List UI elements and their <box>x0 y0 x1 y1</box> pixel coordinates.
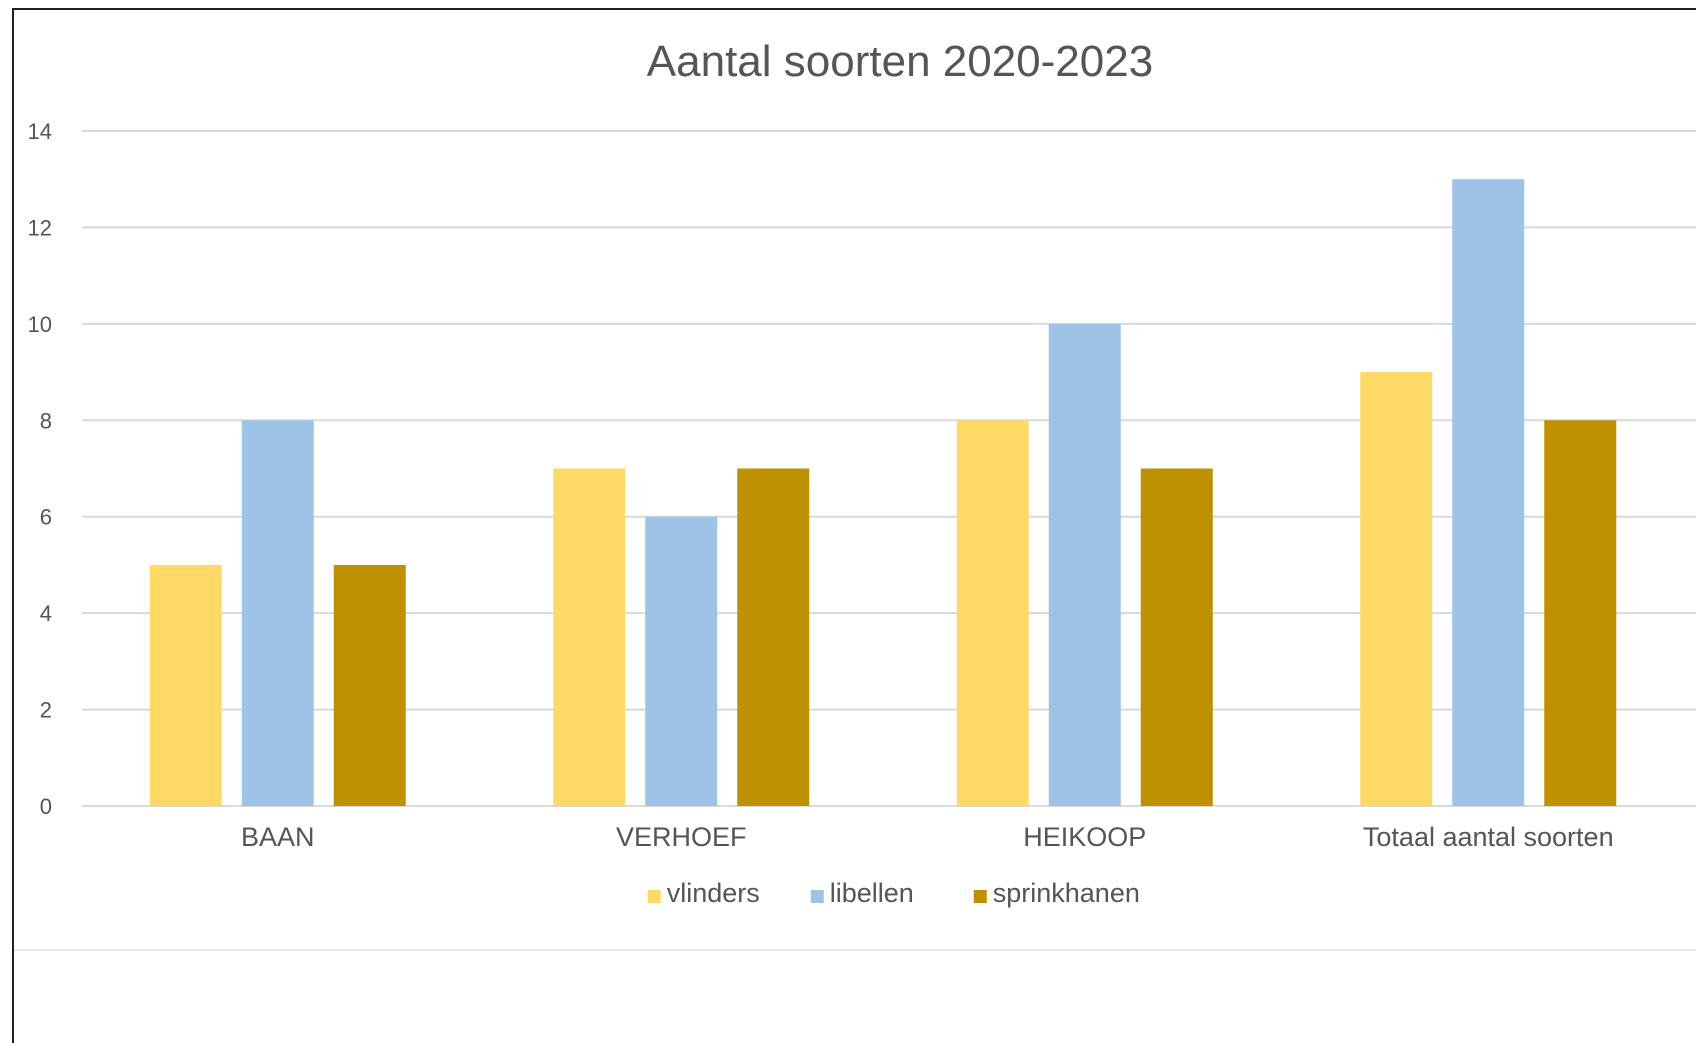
bars <box>149 179 1617 806</box>
bar-libellen-3 <box>1452 179 1525 806</box>
bar-sprinkhanen-2 <box>1140 468 1213 806</box>
legend-label-libellen: libellen <box>830 878 914 908</box>
y-tick-label: 2 <box>40 698 52 723</box>
bar-sprinkhanen-1 <box>737 468 810 806</box>
y-tick-label: 10 <box>28 312 52 337</box>
bar-libellen-2 <box>1048 323 1121 806</box>
legend-label-vlinders: vlinders <box>667 878 760 908</box>
legend-label-sprinkhanen: sprinkhanen <box>993 878 1140 908</box>
y-tick-label: 0 <box>40 794 52 819</box>
bar-vlinders-0 <box>149 564 222 806</box>
x-tick-label: Totaal aantal soorten <box>1363 822 1614 852</box>
legend: vlinders libellen sprinkhanen <box>647 878 1140 908</box>
x-tick-label: VERHOEF <box>616 822 747 852</box>
y-axis-ticks: 0 2 4 6 8 10 12 14 <box>28 119 52 819</box>
legend-swatch-libellen <box>810 890 824 903</box>
chart-title: Aantal soorten 2020-2023 <box>647 37 1153 86</box>
x-tick-label: HEIKOOP <box>1023 822 1146 852</box>
bar-sprinkhanen-0 <box>333 564 406 806</box>
bar-vlinders-3 <box>1360 372 1433 806</box>
legend-swatch-sprinkhanen <box>973 890 987 903</box>
y-tick-label: 12 <box>28 215 52 240</box>
x-axis-ticks: BAAN VERHOEF HEIKOOP Totaal aantal soorten <box>241 822 1614 852</box>
y-tick-label: 8 <box>40 408 52 433</box>
y-tick-label: 14 <box>28 119 52 144</box>
bar-vlinders-1 <box>553 468 626 806</box>
y-tick-label: 6 <box>40 505 52 530</box>
x-tick-label: BAAN <box>241 822 315 852</box>
bar-libellen-0 <box>241 420 314 806</box>
legend-swatch-vlinders <box>647 890 661 903</box>
y-tick-label: 4 <box>40 601 52 626</box>
bar-sprinkhanen-3 <box>1544 420 1617 806</box>
bar-vlinders-2 <box>956 420 1029 806</box>
bar-libellen-1 <box>645 516 718 806</box>
